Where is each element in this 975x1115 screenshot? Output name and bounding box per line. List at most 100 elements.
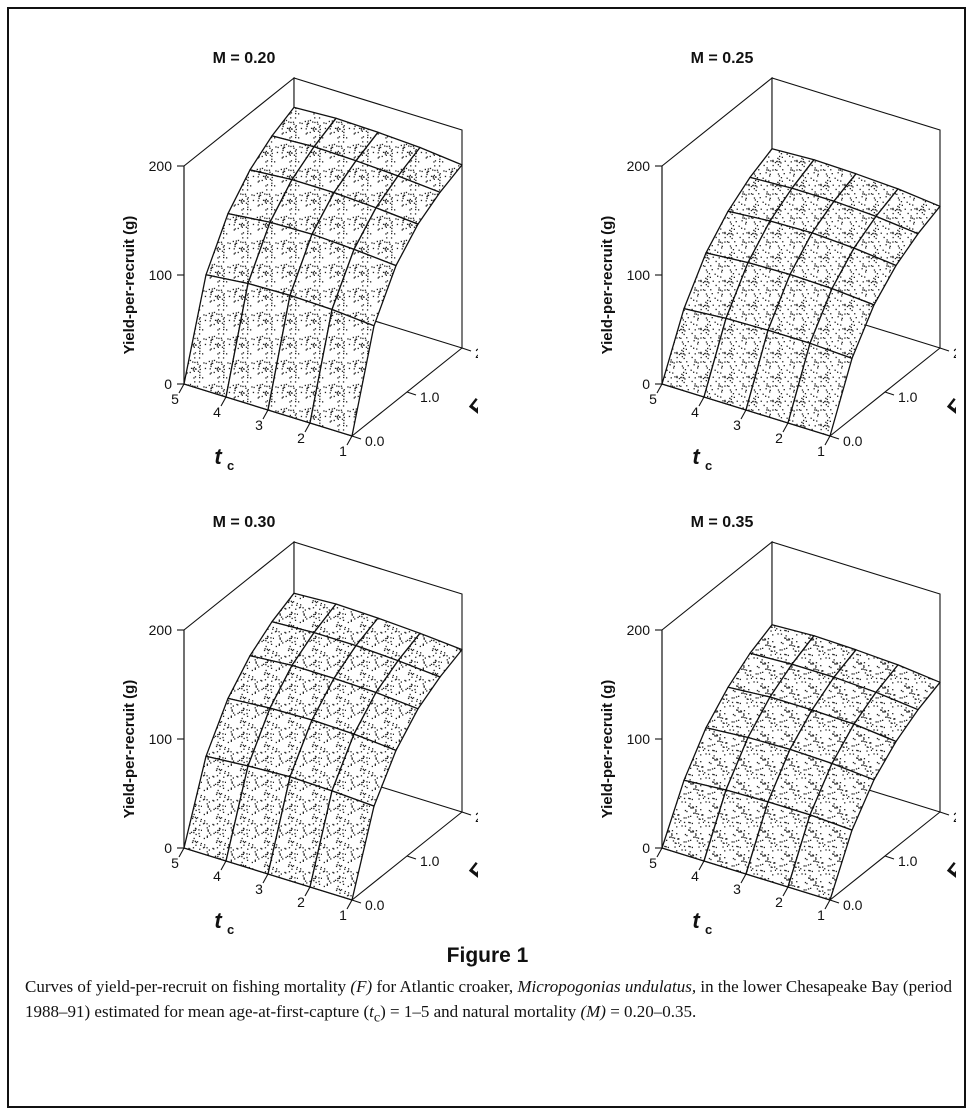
tc-tick-label: 5 bbox=[171, 391, 179, 407]
surface-patch bbox=[309, 790, 375, 901]
f-tick bbox=[829, 435, 840, 440]
f-tick bbox=[884, 391, 895, 396]
f-axis-title: F bbox=[942, 858, 956, 884]
chart-title: M = 0.35 bbox=[690, 514, 754, 531]
surface-patch bbox=[309, 308, 375, 437]
tc-tick bbox=[698, 396, 705, 407]
tc-tick-label: 2 bbox=[775, 894, 783, 910]
f-tick-label: 0.0 bbox=[365, 897, 385, 913]
tc-axis-title: t bbox=[692, 908, 701, 933]
f-tick bbox=[939, 347, 950, 352]
y-tick-label: 100 bbox=[149, 731, 173, 747]
tc-tick-label: 3 bbox=[255, 881, 263, 897]
f-tick-label: 0.0 bbox=[365, 433, 385, 449]
tc-tick bbox=[178, 847, 185, 858]
y-tick-label: 0 bbox=[164, 840, 172, 856]
tc-tick bbox=[656, 847, 663, 858]
tc-tick-label: 3 bbox=[255, 417, 263, 433]
f-tick-label: 2.0 bbox=[475, 809, 478, 825]
tc-tick bbox=[178, 383, 185, 394]
chart-panel-4: M = 0.35 0 100 200 Yield-per-recruit (g) 1 2 3… bbox=[488, 508, 956, 978]
tc-tick bbox=[782, 886, 789, 897]
tc-tick bbox=[782, 422, 789, 433]
tc-tick-label: 1 bbox=[339, 907, 347, 923]
tc-tick-label: 1 bbox=[339, 443, 347, 459]
surface-patch bbox=[787, 342, 853, 437]
tc-tick bbox=[304, 422, 311, 433]
figure-caption: Curves of yield-per-recruit on fishing m… bbox=[25, 977, 953, 1026]
chart-title: M = 0.30 bbox=[212, 514, 276, 531]
tc-tick bbox=[698, 860, 705, 871]
y-tick-label: 0 bbox=[164, 376, 172, 392]
tc-axis-title-sub: c bbox=[227, 458, 234, 473]
f-tick-label: 0.0 bbox=[843, 433, 863, 449]
tc-tick bbox=[740, 409, 747, 420]
tc-tick bbox=[220, 396, 227, 407]
f-axis-title: F bbox=[464, 858, 478, 884]
surface-plot-m020: 0 100 200 Yield-per-recruit (g) 1 2 3 4 5 t c 0.0 1.… bbox=[121, 76, 478, 473]
f-axis-title: F bbox=[942, 394, 956, 420]
f-tick bbox=[461, 811, 472, 816]
tc-tick bbox=[824, 899, 831, 910]
tc-tick-label: 4 bbox=[691, 404, 699, 420]
chart-title: M = 0.25 bbox=[690, 50, 754, 67]
f-tick bbox=[884, 855, 895, 860]
f-tick-label: 2.0 bbox=[475, 345, 478, 361]
tc-tick-label: 3 bbox=[733, 881, 741, 897]
tc-tick-label: 1 bbox=[817, 907, 825, 923]
tc-tick-label: 4 bbox=[213, 404, 221, 420]
y-axis-title: Yield-per-recruit (g) bbox=[599, 680, 616, 819]
tc-axis-title: t bbox=[692, 444, 701, 469]
tc-tick-label: 2 bbox=[297, 430, 305, 446]
tc-tick bbox=[656, 383, 663, 394]
f-tick bbox=[406, 391, 417, 396]
chart-title: M = 0.20 bbox=[212, 50, 276, 67]
tc-tick-label: 2 bbox=[775, 430, 783, 446]
y-tick-label: 200 bbox=[149, 622, 173, 638]
tc-axis-title: t bbox=[214, 444, 223, 469]
f-tick bbox=[351, 899, 362, 904]
y-tick-label: 0 bbox=[642, 840, 650, 856]
tc-tick bbox=[740, 873, 747, 884]
f-tick-label: 1.0 bbox=[898, 853, 918, 869]
y-tick-label: 100 bbox=[627, 267, 651, 283]
tc-tick-label: 1 bbox=[817, 443, 825, 459]
y-tick-label: 200 bbox=[627, 158, 651, 174]
tc-tick bbox=[346, 435, 353, 446]
surface-plot-m030: 0 100 200 Yield-per-recruit (g) 1 2 3 4 5 t c 0.0 1.… bbox=[121, 540, 478, 937]
tc-tick bbox=[824, 435, 831, 446]
tc-tick-label: 5 bbox=[171, 855, 179, 871]
chart-panel-2: M = 0.25 0 100 200 Yield-per-recruit (g) 1 2 3… bbox=[488, 44, 956, 514]
f-axis-title: F bbox=[464, 394, 478, 420]
f-tick-label: 2.0 bbox=[953, 809, 956, 825]
y-axis-title: Yield-per-recruit (g) bbox=[121, 680, 138, 819]
chart-panel-3: M = 0.30 0 100 200 Yield-per-recruit (g) 1 2 3… bbox=[10, 508, 478, 978]
f-tick bbox=[939, 811, 950, 816]
surface-plot-m025: 0 100 200 Yield-per-recruit (g) 1 2 3 4 5 t c 0.0 1.… bbox=[599, 76, 956, 473]
y-tick-label: 100 bbox=[149, 267, 173, 283]
chart-panel-1: M = 0.20 0 100 200 Yield-per-recruit (g) 1 2 3… bbox=[10, 44, 478, 514]
f-tick-label: 0.0 bbox=[843, 897, 863, 913]
f-tick-label: 2.0 bbox=[953, 345, 956, 361]
f-tick-label: 1.0 bbox=[420, 389, 440, 405]
y-axis-title: Yield-per-recruit (g) bbox=[121, 216, 138, 355]
tc-tick bbox=[346, 899, 353, 910]
tc-tick-label: 2 bbox=[297, 894, 305, 910]
tc-tick bbox=[262, 873, 269, 884]
f-tick bbox=[829, 899, 840, 904]
surface-plot-m035: 0 100 200 Yield-per-recruit (g) 1 2 3 4 5 t c 0.0 1.… bbox=[599, 540, 956, 937]
f-tick bbox=[406, 855, 417, 860]
y-tick-label: 200 bbox=[627, 622, 651, 638]
f-tick bbox=[461, 347, 472, 352]
y-tick-label: 0 bbox=[642, 376, 650, 392]
tc-axis-title-sub: c bbox=[227, 922, 234, 937]
tc-axis-title-sub: c bbox=[705, 458, 712, 473]
figure-frame bbox=[7, 7, 966, 1108]
f-tick-label: 1.0 bbox=[420, 853, 440, 869]
y-tick-label: 100 bbox=[627, 731, 651, 747]
tc-tick-label: 4 bbox=[213, 868, 221, 884]
tc-tick-label: 3 bbox=[733, 417, 741, 433]
tc-tick bbox=[262, 409, 269, 420]
tc-tick-label: 5 bbox=[649, 391, 657, 407]
f-tick-label: 1.0 bbox=[898, 389, 918, 405]
